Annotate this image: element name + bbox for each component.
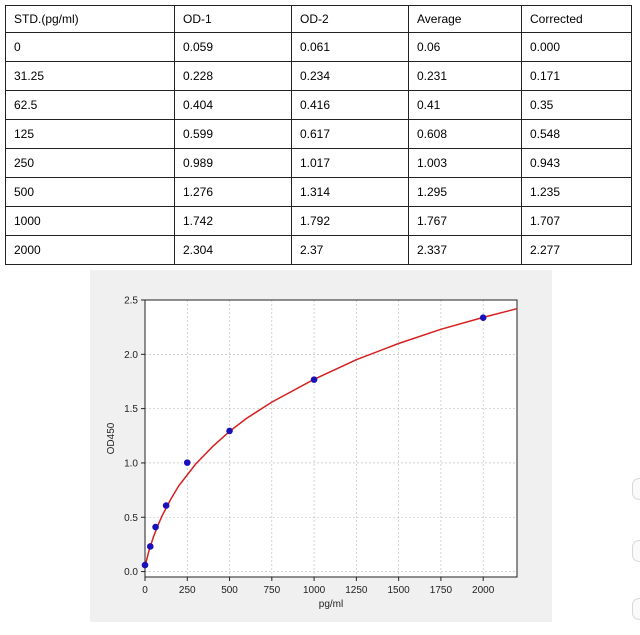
table-row: 1000 1.742 1.792 1.767 1.707 [5, 206, 632, 236]
x-tick-label: 500 [221, 585, 238, 596]
table-row: 500 1.276 1.314 1.295 1.235 [5, 177, 632, 207]
table-cell: 1.295 [408, 177, 522, 207]
table-cell: 250 [5, 148, 175, 178]
plot-area [145, 300, 517, 577]
table-cell: 0.061 [291, 32, 409, 62]
table-cell: 0.35 [521, 90, 632, 120]
table-cell: 62.5 [5, 90, 175, 120]
table-cell: 0.059 [174, 32, 292, 62]
table-row: 125 0.599 0.617 0.608 0.548 [5, 119, 632, 149]
table-cell: 2.37 [291, 235, 409, 265]
column-header: Corrected [521, 5, 632, 33]
data-point [146, 543, 154, 550]
column-header: OD-2 [291, 5, 409, 33]
standard-curve-chart: 0 250 500 750 1000 1250 1500 1750 2000 0.0 0.5 1.0 1… [90, 270, 552, 622]
table-cell: 0.617 [291, 119, 409, 149]
y-tick-label: 2.5 [124, 296, 138, 307]
y-tick-label: 0.5 [124, 513, 138, 524]
table-cell: 0.548 [521, 119, 632, 149]
table-cell: 1.017 [291, 148, 409, 178]
scroll-handle-icon[interactable] [632, 598, 640, 620]
table-cell: 0.404 [174, 90, 292, 120]
scroll-handle-icon[interactable] [632, 540, 640, 562]
data-point [183, 459, 191, 466]
table-cell: 1.314 [291, 177, 409, 207]
table-row: 250 0.989 1.017 1.003 0.943 [5, 148, 632, 178]
x-tick-label: 1500 [388, 585, 411, 596]
plot-frame [144, 299, 518, 578]
table-cell: 0.171 [521, 61, 632, 91]
table-cell: 1.235 [521, 177, 632, 207]
table-cell: 1000 [5, 206, 175, 236]
table-cell: 31.25 [5, 61, 175, 91]
table-cell: 2.277 [521, 235, 632, 265]
table-cell: 1.792 [291, 206, 409, 236]
table-cell: 0.06 [408, 32, 522, 62]
table-cell: 0.989 [174, 148, 292, 178]
x-tick-label: 1000 [303, 585, 326, 596]
table-cell: 1.707 [521, 206, 632, 236]
chart-canvas: 0 250 500 750 1000 1250 1500 1750 2000 0.0 0.5 1.0 1… [106, 296, 518, 610]
y-axis-label: OD450 [106, 422, 117, 454]
data-point [479, 314, 487, 322]
y-tick-label: 1.5 [124, 404, 138, 415]
data-point [310, 376, 318, 383]
column-header: STD.(pg/ml) [5, 5, 175, 33]
table-row: 0 0.059 0.061 0.06 0.000 [5, 32, 632, 62]
x-tick-label: 2000 [472, 585, 495, 596]
table-cell: 0 [5, 32, 175, 62]
table-cell: 500 [5, 177, 175, 207]
y-tick-label: 0.0 [124, 567, 138, 578]
table-cell: 2.304 [174, 235, 292, 265]
table-cell: 0.234 [291, 61, 409, 91]
table-cell: 0.000 [521, 32, 632, 62]
x-tick-label: 1750 [430, 585, 453, 596]
table-row: 31.25 0.228 0.234 0.231 0.171 [5, 61, 632, 91]
table-cell: 1.767 [408, 206, 522, 236]
data-point [226, 427, 233, 435]
data-point [152, 523, 159, 531]
column-header: Average [408, 5, 522, 33]
table-cell: 1.276 [174, 177, 292, 207]
table-header-row: STD.(pg/ml) OD-1 OD-2 Average Corrected [5, 5, 632, 33]
table-cell: 0.228 [174, 61, 292, 91]
table-cell: 2.337 [408, 235, 522, 265]
x-tick-label: 250 [179, 585, 196, 596]
data-point [141, 561, 149, 569]
table-cell: 0.231 [408, 61, 522, 91]
table-row: 62.5 0.404 0.416 0.41 0.35 [5, 90, 632, 120]
x-tick-label: 0 [142, 585, 148, 596]
table-cell: 2000 [5, 235, 175, 265]
table-cell: 0.41 [408, 90, 522, 120]
column-header: OD-1 [174, 5, 292, 33]
x-axis-label: pg/ml [319, 599, 343, 610]
table-cell: 125 [5, 119, 175, 149]
y-tick-label: 1.0 [124, 458, 138, 469]
table-cell: 0.608 [408, 119, 522, 149]
table-cell: 0.599 [174, 119, 292, 149]
standard-curve-table: STD.(pg/ml) OD-1 OD-2 Average Corrected … [5, 5, 632, 265]
table-cell: 0.943 [521, 148, 632, 178]
table-row: 2000 2.304 2.37 2.337 2.277 [5, 235, 632, 265]
y-tick-label: 2.0 [124, 350, 138, 361]
scroll-handle-icon[interactable] [632, 478, 640, 500]
data-point [162, 502, 170, 509]
table-cell: 1.003 [408, 148, 522, 178]
table-cell: 1.742 [174, 206, 292, 236]
x-tick-label: 750 [263, 585, 280, 596]
table-cell: 0.416 [291, 90, 409, 120]
fit-curve-line [144, 307, 518, 568]
x-tick-label: 1250 [345, 585, 368, 596]
